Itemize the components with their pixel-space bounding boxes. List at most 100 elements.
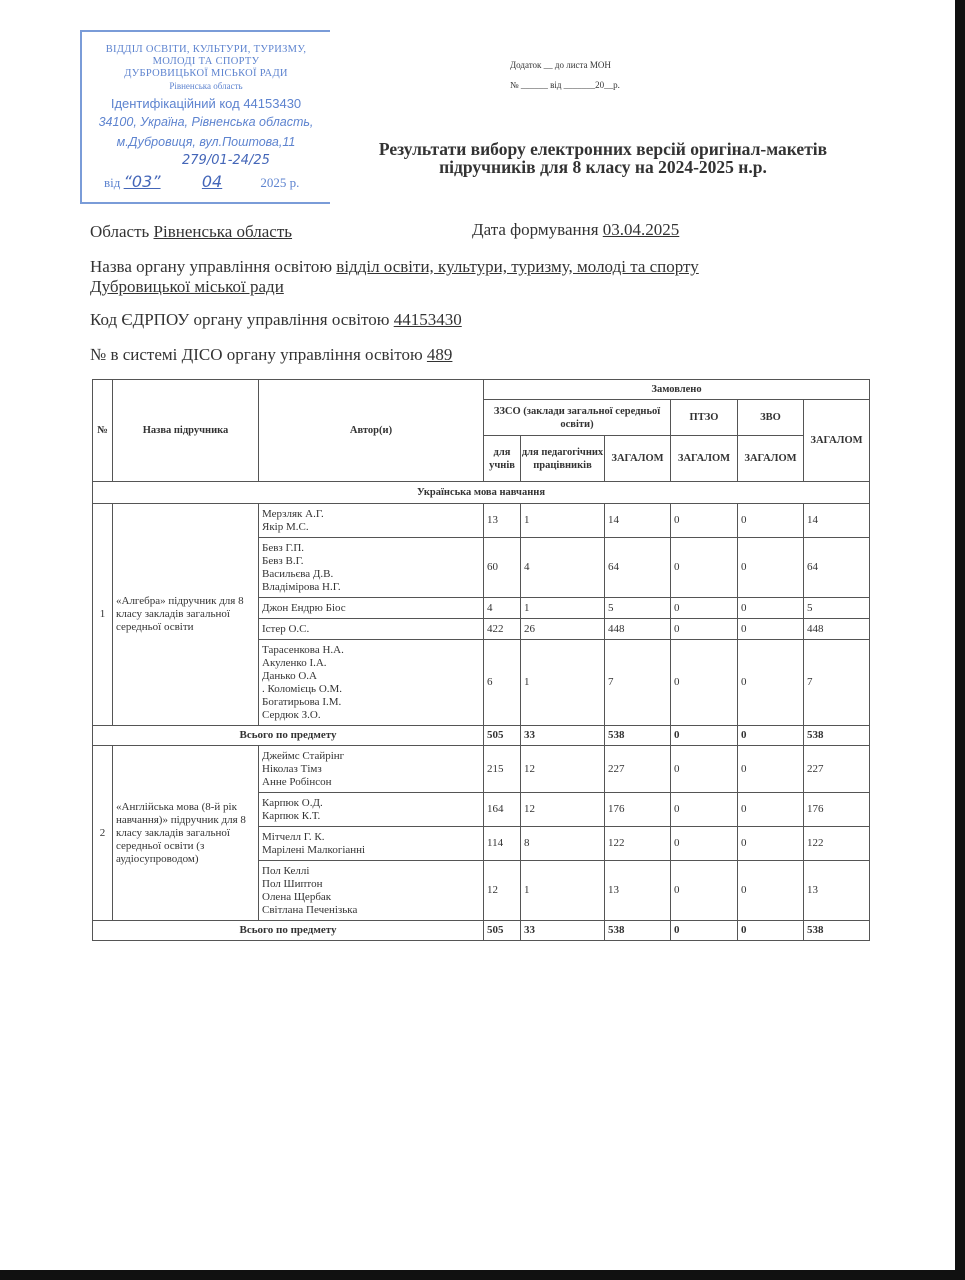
subject-name: «Англійська мова (8-й рік навчання)» під… (112, 745, 259, 921)
value-cell: 64 (803, 537, 870, 598)
author-name: Васильєва Д.В. (262, 567, 334, 580)
region-field: Область Рівненська область (90, 222, 292, 242)
author-name: Мітчелл Г. К. (262, 830, 325, 843)
stamp-date-prefix: від (104, 175, 121, 190)
header-zvo: ЗВО (737, 399, 804, 436)
edrpou-value: 44153430 (393, 310, 462, 329)
header-no: № (92, 379, 113, 482)
value-cell: 0 (737, 639, 804, 726)
author-name: Джон Ендрю Біос (262, 601, 346, 614)
value-cell: 0 (737, 826, 804, 861)
subject-name: «Алгебра» підручник для 8 класу закладів… (112, 503, 259, 726)
author-name: Тарасенкова Н.А. (262, 643, 344, 656)
value-cell: 0 (737, 618, 804, 640)
authority-label: Назва органу управління освітою (90, 257, 333, 276)
header-authors: Автор(и) (258, 379, 484, 482)
value-cell: 13 (604, 860, 671, 921)
date-value: 03.04.2025 (602, 220, 680, 239)
authority-field: Назва органу управління освітою відділ о… (90, 257, 699, 297)
header-zzso-total: ЗАГАЛОМ (604, 435, 671, 482)
authors-cell: Тарасенкова Н.А. Акуленко І.А. Данько О.А.… (258, 639, 484, 726)
author-name: . Коломієць О.М. (262, 682, 343, 695)
total-value-cell: 505 (483, 920, 521, 941)
table-row: Тарасенкова Н.А. Акуленко І.А. Данько О.А.… (93, 639, 870, 726)
value-cell: 0 (670, 537, 738, 598)
value-cell: 0 (670, 597, 738, 619)
official-stamp: ВІДДІЛ ОСВІТИ, КУЛЬТУРИ, ТУРИЗМУ, МОЛОДІ… (80, 30, 330, 204)
textbook-orders-table: № Назва підручника Автор(и) Замовлено ЗЗ… (92, 379, 870, 941)
value-cell: 26 (520, 618, 605, 640)
annex-line-2: № ______ від _______20__р. (510, 80, 620, 90)
stamp-reg-number: 279/01-24/25 (182, 153, 270, 168)
value-cell: 0 (737, 792, 804, 827)
author-name: Анне Робінсон (262, 775, 332, 788)
value-cell: 448 (604, 618, 671, 640)
value-cell: 13 (803, 860, 870, 921)
region-label: Область (90, 222, 150, 241)
value-cell: 4 (483, 597, 521, 619)
stamp-org-line: ВІДДІЛ ОСВІТИ, КУЛЬТУРИ, ТУРИЗМУ, (105, 44, 307, 55)
authors-cell: Мерзляк А.Г. Якір М.С. (258, 503, 484, 538)
authority-value-cont: Дубровицької міської ради (90, 277, 284, 296)
header-ptzo: ПТЗО (670, 399, 738, 436)
value-cell: 122 (604, 826, 671, 861)
stamp-year: 2025 р. (260, 175, 300, 190)
total-value-cell: 0 (737, 920, 804, 941)
table-row: Джон Ендрю Біос 4 1 5 0 0 5 (93, 597, 870, 619)
total-value-cell: 505 (483, 725, 521, 746)
authority-value: відділ освіти, культури, туризму, молоді… (336, 257, 699, 276)
value-cell: 12 (520, 745, 605, 793)
header-teachers: для педагогічних працівників (520, 435, 605, 482)
author-name: Данько О.А (262, 669, 317, 682)
value-cell: 164 (483, 792, 521, 827)
header-ordered: Замовлено (483, 379, 870, 400)
subject-total-row: Всього по предмету 505 33 538 0 0 538 (92, 725, 870, 746)
stamp-id-code: Ідентифікаційний код 44153430 (110, 96, 302, 111)
section-row: Українська мова навчання (92, 481, 870, 504)
value-cell: 0 (670, 618, 738, 640)
value-cell: 7 (803, 639, 870, 726)
author-name: Якір М.С. (262, 520, 309, 533)
table-row: Істер О.С. 422 26 448 0 0 448 (93, 618, 870, 640)
author-name: Істер О.С. (262, 622, 310, 635)
authors-cell: Істер О.С. (258, 618, 484, 640)
authors-cell: Бевз Г.П. Бевз В.Г. Васильєва Д.В. Владімір… (258, 537, 484, 598)
author-name: Богатирьова І.М. (262, 695, 342, 708)
value-cell: 0 (737, 537, 804, 598)
author-name: Ніколаз Тімз (262, 762, 322, 775)
table-row: 1 «Алгебра» підручник для 8 класу закладі… (92, 503, 870, 726)
value-cell: 227 (604, 745, 671, 793)
author-name: Карпюк К.Т. (262, 809, 321, 822)
author-name: Акуленко І.А. (262, 656, 327, 669)
header-ptzo-total: ЗАГАЛОМ (670, 435, 738, 482)
author-name: Пол Келлі (262, 864, 310, 877)
edrpou-field: Код ЄДРПОУ органу управління освітою 441… (90, 310, 462, 330)
value-cell: 176 (803, 792, 870, 827)
value-cell: 0 (670, 792, 738, 827)
total-value-cell: 0 (737, 725, 804, 746)
value-cell: 1 (520, 860, 605, 921)
table-row: Карпюк О.Д. Карпюк К.Т. 164 12 176 0 0 176 (93, 792, 870, 827)
header-name: Назва підручника (112, 379, 259, 482)
value-cell: 7 (604, 639, 671, 726)
authors-cell: Мітчелл Г. К. Марілені Малкогіанні (258, 826, 484, 861)
value-cell: 60 (483, 537, 521, 598)
table-row: 2 «Англійська мова (8-й рік навчання)» пі… (92, 745, 870, 921)
authors-cell: Пол Келлі Пол Шиптон Олена Щербак Світлана … (258, 860, 484, 921)
value-cell: 6 (483, 639, 521, 726)
value-cell: 422 (483, 618, 521, 640)
stamp-day: “03” (123, 172, 161, 191)
subject-total-label: Всього по предмету (92, 920, 484, 941)
value-cell: 448 (803, 618, 870, 640)
value-cell: 0 (670, 826, 738, 861)
value-cell: 0 (737, 597, 804, 619)
author-name: Марілені Малкогіанні (262, 843, 366, 856)
total-value-cell: 0 (670, 920, 738, 941)
value-cell: 14 (803, 503, 870, 538)
total-value-cell: 33 (520, 920, 605, 941)
stamp-month: 04 (201, 172, 223, 191)
author-name: Бевз В.Г. (262, 554, 304, 567)
total-value-cell: 538 (604, 725, 671, 746)
value-cell: 5 (604, 597, 671, 619)
value-cell: 1 (520, 639, 605, 726)
